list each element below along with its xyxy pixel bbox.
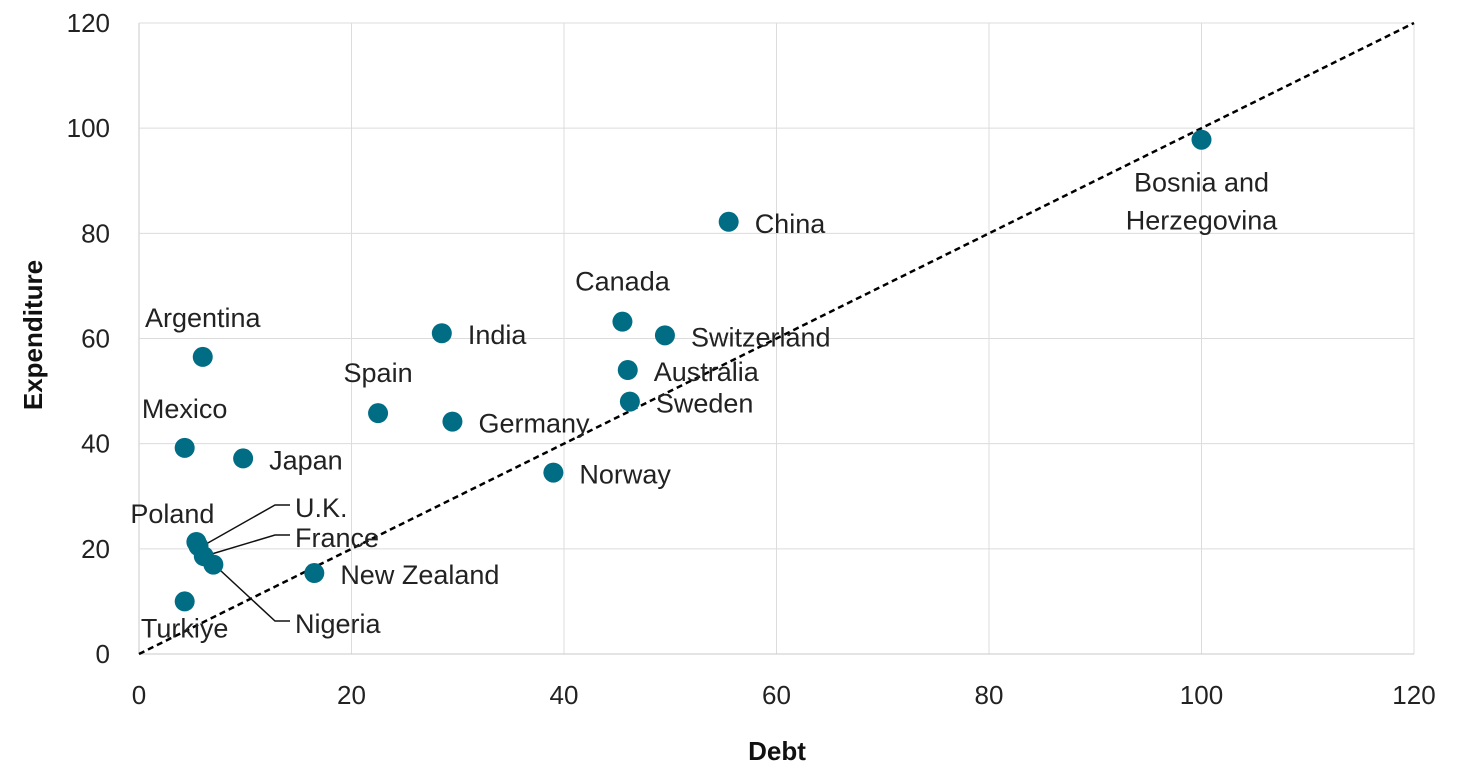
point-label: Poland <box>130 499 214 529</box>
data-point <box>654 325 675 346</box>
y-tick-label: 60 <box>81 324 110 354</box>
data-point <box>192 346 213 367</box>
data-point <box>174 591 195 612</box>
y-tick-label: 20 <box>81 534 110 564</box>
leader-line <box>204 534 290 557</box>
data-points <box>174 129 1212 612</box>
data-point <box>1191 129 1212 150</box>
x-tick-label: 60 <box>762 680 791 710</box>
axis-ticks: 0 20 40 60 80 100 120 0 20 40 60 80 100 120 <box>67 8 1436 710</box>
point-label: Canada <box>575 267 671 297</box>
data-point <box>617 360 638 381</box>
x-axis-title: Debt <box>748 736 806 766</box>
leader-lines <box>198 504 290 622</box>
point-label: Argentina <box>145 303 262 333</box>
point-label: Turkiye <box>141 613 229 643</box>
point-label: Japan <box>269 445 343 475</box>
point-label: India <box>468 320 528 350</box>
data-point <box>431 323 452 344</box>
y-tick-label: 0 <box>96 639 110 669</box>
point-label: Australia <box>654 357 760 387</box>
point-label: China <box>755 209 827 239</box>
point-label: Nigeria <box>295 609 382 639</box>
point-label: Sweden <box>656 389 754 419</box>
y-tick-label: 80 <box>81 218 110 248</box>
leader-line <box>206 557 290 622</box>
leader-line <box>198 504 290 549</box>
point-label: Bosnia and Herzegovina <box>1126 168 1279 236</box>
data-point <box>203 554 224 575</box>
x-tick-label: 40 <box>550 680 579 710</box>
point-labels: Bosnia and Herzegovina China Canada Switzerl… <box>130 168 1278 644</box>
point-label: Switzerland <box>691 322 831 352</box>
y-tick-label: 100 <box>67 113 110 143</box>
point-label: Mexico <box>142 394 228 424</box>
data-point <box>442 411 463 432</box>
data-point <box>718 211 739 232</box>
point-label: Norway <box>579 460 671 490</box>
data-point <box>233 448 254 469</box>
data-point <box>619 391 640 412</box>
data-point <box>368 403 389 424</box>
y-axis-title: Expenditure <box>18 260 48 410</box>
data-point <box>543 462 564 483</box>
point-label: U.K. <box>295 493 348 523</box>
y-tick-label: 120 <box>67 8 110 38</box>
data-point <box>304 563 325 584</box>
x-tick-label: 0 <box>132 680 146 710</box>
point-label: New Zealand <box>340 560 499 590</box>
x-tick-label: 120 <box>1392 680 1435 710</box>
data-point <box>174 437 195 458</box>
point-label: Germany <box>478 409 590 439</box>
x-tick-label: 100 <box>1180 680 1223 710</box>
x-tick-label: 20 <box>337 680 366 710</box>
y-tick-label: 40 <box>81 429 110 459</box>
point-label: France <box>295 523 379 553</box>
data-point <box>612 311 633 332</box>
x-tick-label: 80 <box>975 680 1004 710</box>
point-label: Spain <box>344 358 413 388</box>
reference-line <box>138 21 1415 656</box>
